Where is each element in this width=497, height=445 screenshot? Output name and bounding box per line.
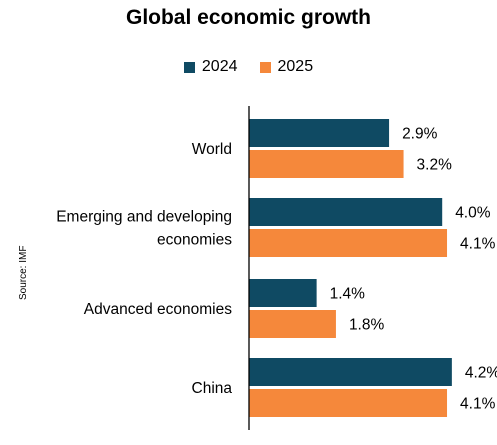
category-label-2: Advanced economies: [84, 301, 232, 318]
bar-2025-2: [249, 310, 336, 338]
data-label-2025-3: 4.1%: [460, 396, 496, 413]
data-label-2024-0: 2.9%: [402, 126, 438, 143]
legend-label-2024: 2024: [201, 58, 238, 75]
legend-label-2025: 2025: [277, 58, 314, 75]
bar-2025-0: [249, 150, 404, 178]
category-label-1: economies: [157, 232, 232, 249]
legend-swatch-2025: [259, 61, 271, 73]
data-label-2024-1: 4.0%: [455, 205, 491, 222]
bar-2024-3: [249, 358, 452, 386]
bar-2024-2: [249, 279, 317, 307]
bar-2025-3: [249, 389, 448, 417]
data-label-2025-1: 4.1%: [460, 236, 496, 253]
legend-item-2025: 2025: [259, 58, 314, 76]
bar-2024-0: [249, 119, 390, 147]
legend-item-2024: 2024: [183, 58, 238, 76]
data-label-2024-2: 1.4%: [330, 286, 366, 303]
bar-2024-1: [249, 198, 443, 226]
category-label-0: World: [192, 141, 232, 158]
legend-swatch-2024: [183, 61, 195, 73]
data-label-2025-0: 3.2%: [417, 157, 453, 174]
bar-2025-1: [249, 229, 448, 257]
category-label-3: China: [192, 380, 233, 397]
chart-title: Global economic growth: [125, 6, 372, 29]
data-label-2024-3: 4.2%: [465, 365, 497, 382]
legend: 2024 2025: [0, 58, 497, 76]
category-label-1: Emerging and developing: [56, 209, 232, 226]
data-label-2025-2: 1.8%: [349, 317, 385, 334]
